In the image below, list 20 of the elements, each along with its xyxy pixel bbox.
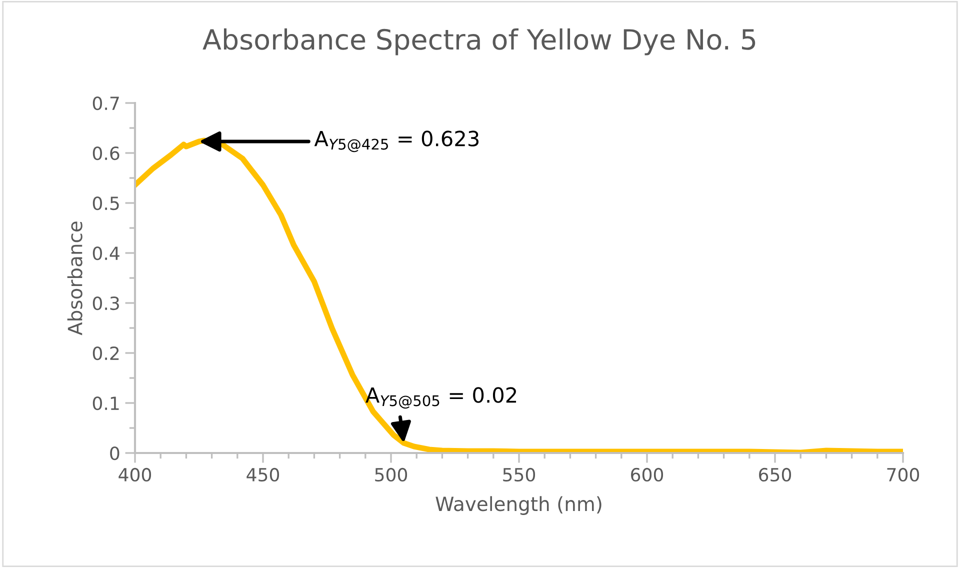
y-tick-label: 0.3 <box>92 296 119 310</box>
annotation: A$_{Y5@505}$ = 0.02 <box>366 387 516 409</box>
chart-title: Absorbance Spectra of Yellow Dye No. 5 <box>202 28 756 56</box>
x-tick-label: 650 <box>759 468 792 482</box>
y-axis-title: Absorbance <box>67 222 82 336</box>
y-tick-label: 0.4 <box>92 246 120 260</box>
y-tick-label: 0.7 <box>92 96 119 110</box>
x-axis-title: Wavelength (nm) <box>436 496 602 515</box>
y-tick-label: 0 <box>110 446 120 460</box>
x-tick-label: 600 <box>631 468 664 482</box>
x-tick-label: 450 <box>246 468 280 482</box>
y-tick-label: 0.1 <box>92 396 119 410</box>
y-tick-label: 0.5 <box>92 196 119 210</box>
x-tick-label: 500 <box>375 468 408 482</box>
x-tick-label: 550 <box>503 468 536 482</box>
annotation: A$_{Y5@425}$ = 0.623 <box>314 130 478 152</box>
y-tick-label: 0.2 <box>92 346 119 360</box>
x-tick-label: 700 <box>887 468 920 482</box>
x-tick-label: 400 <box>118 468 152 482</box>
y-tick-label: 0.6 <box>92 146 120 160</box>
